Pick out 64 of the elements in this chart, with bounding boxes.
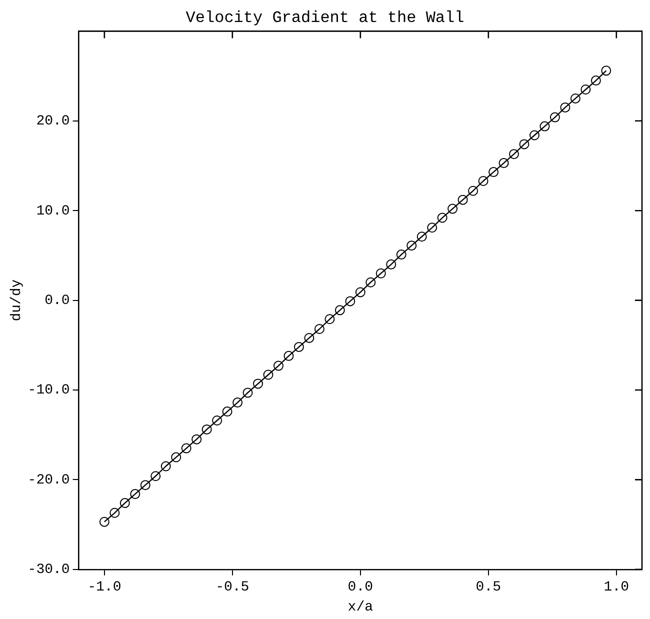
point: [242, 388, 253, 398]
point: [366, 277, 376, 288]
point: [448, 204, 458, 214]
point: [458, 194, 468, 205]
y-tick-label: -10.0: [28, 382, 70, 399]
point: [406, 240, 417, 251]
point: [345, 296, 356, 306]
x-tick-label: 0.5: [476, 580, 502, 596]
point: [192, 434, 202, 444]
point: [130, 489, 140, 500]
point: [110, 508, 120, 518]
point: [150, 471, 161, 482]
point: [294, 342, 304, 352]
x-tick-label: 0.0: [348, 580, 374, 596]
point: [181, 443, 192, 454]
point: [396, 250, 406, 260]
y-tick-label: 20.0: [36, 114, 70, 130]
point: [355, 287, 366, 298]
y-tick-label: 0.0: [44, 293, 70, 310]
point: [222, 406, 232, 417]
point: [284, 350, 294, 361]
point: [232, 398, 243, 408]
point: [427, 222, 438, 233]
point: [416, 232, 427, 242]
point: [314, 324, 324, 334]
point: [304, 332, 314, 343]
point: [324, 314, 335, 324]
point: [253, 378, 264, 389]
point: [498, 158, 509, 168]
point: [334, 305, 345, 316]
point: [550, 112, 560, 122]
y-tick-label: -30.0: [28, 562, 70, 578]
point: [263, 370, 274, 380]
point: [468, 186, 478, 196]
point: [99, 516, 110, 527]
point: [120, 498, 130, 508]
point: [202, 424, 212, 434]
point: [478, 176, 488, 186]
x-axis-title: x/a: [348, 599, 374, 616]
point: [386, 259, 396, 270]
x-tick-label: -1.0: [88, 580, 122, 596]
y-axis-title: du/dy: [9, 279, 26, 322]
y-tick-label: 10.0: [36, 203, 70, 220]
point: [601, 66, 612, 76]
point: [570, 93, 580, 104]
point: [560, 102, 570, 112]
point: [509, 149, 519, 160]
y-tick-label: -20.0: [28, 472, 70, 488]
point: [519, 139, 530, 150]
point: [212, 416, 222, 426]
point: [590, 76, 601, 86]
point: [160, 461, 171, 472]
point: [140, 480, 150, 490]
x-tick-label: 1.0: [604, 580, 630, 596]
point: [273, 360, 284, 371]
point: [488, 167, 499, 178]
point: [171, 452, 182, 462]
point: [540, 121, 550, 132]
point: [529, 130, 540, 140]
chart-title: Velocity Gradient at the Wall: [186, 8, 464, 27]
point: [580, 84, 591, 95]
x-tick-label: -0.5: [216, 580, 250, 596]
point: [376, 268, 386, 278]
point: [437, 212, 448, 223]
